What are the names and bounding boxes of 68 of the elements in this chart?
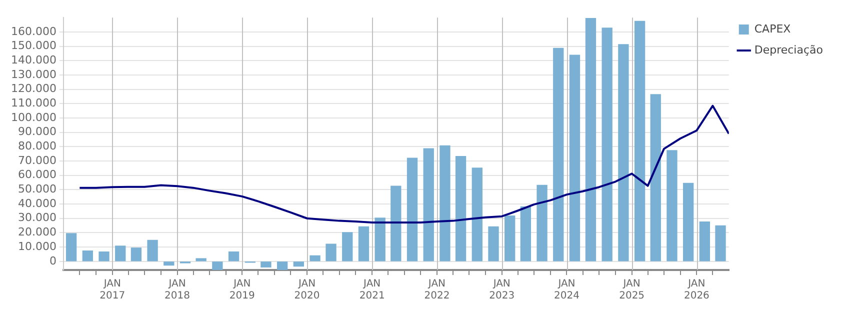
bar <box>260 262 272 268</box>
bar <box>715 225 726 262</box>
bar <box>374 218 386 262</box>
bar <box>293 262 304 267</box>
y-tick-label: 130.000 <box>10 68 56 81</box>
y-tick-label: 90.000 <box>18 125 56 138</box>
y-tick-label: 10.000 <box>18 240 56 253</box>
bar <box>212 262 223 270</box>
legend-label: Depreciação <box>754 43 824 56</box>
bar <box>440 145 450 262</box>
x-tick-label: JAN 2018 <box>164 278 190 302</box>
bar <box>98 251 110 262</box>
x-tick-label: JAN 2025 <box>619 278 645 302</box>
bar <box>553 48 564 262</box>
x-tick-label: JAN 2026 <box>684 278 710 302</box>
bar <box>390 186 402 262</box>
bar <box>536 184 548 262</box>
bar <box>130 248 142 262</box>
legend-label: CAPEX <box>754 22 792 36</box>
y-tick-label: 110.000 <box>10 96 56 110</box>
bar <box>406 158 418 262</box>
bar <box>358 226 370 262</box>
bar <box>342 232 353 262</box>
bar <box>666 150 678 262</box>
bar <box>602 28 612 262</box>
bar <box>683 182 694 262</box>
bar <box>618 44 629 262</box>
x-tick-label: JAN 2021 <box>359 278 385 302</box>
bar <box>326 244 336 262</box>
bar <box>196 258 206 262</box>
bar <box>569 54 580 262</box>
y-tick-label: 80.000 <box>18 140 56 153</box>
bar <box>504 215 516 262</box>
y-tick-label: 140.000 <box>10 53 56 66</box>
y-tick-label: 70.000 <box>18 154 56 167</box>
bar <box>423 148 434 262</box>
y-tick-label: 20.000 <box>18 226 56 239</box>
bar <box>82 250 93 262</box>
y-tick-label: 0 <box>49 254 56 268</box>
y-tick-label: 40.000 <box>18 196 56 210</box>
bar <box>147 240 158 262</box>
bar <box>228 251 240 262</box>
y-tick-label: 160.000 <box>10 24 56 38</box>
bar <box>115 246 126 262</box>
y-tick-label: 50.000 <box>18 182 56 196</box>
bar <box>276 262 288 270</box>
x-tick-label: JAN 2020 <box>294 278 320 302</box>
x-tick-label: JAN 2017 <box>100 278 126 302</box>
bar <box>310 255 320 262</box>
bar <box>488 226 499 262</box>
x-tick-label: JAN 2019 <box>229 278 255 302</box>
y-tick-label: 30.000 <box>18 211 56 224</box>
y-tick-label: 120.000 <box>10 82 56 96</box>
bar <box>66 233 77 262</box>
bar <box>634 20 646 262</box>
y-tick-label: 100.000 <box>10 110 56 124</box>
bar <box>650 94 661 262</box>
y-tick-label: 60.000 <box>18 168 56 182</box>
x-tick-label: JAN 2022 <box>424 278 450 302</box>
x-tick-label: JAN 2023 <box>489 278 515 302</box>
bar <box>699 221 710 262</box>
y-tick-label: 150.000 <box>10 39 56 52</box>
bar <box>164 262 174 266</box>
x-tick-label: JAN 2024 <box>554 278 580 302</box>
bar <box>472 168 482 262</box>
bar <box>585 18 596 262</box>
bar <box>520 206 532 262</box>
bar <box>455 156 466 262</box>
